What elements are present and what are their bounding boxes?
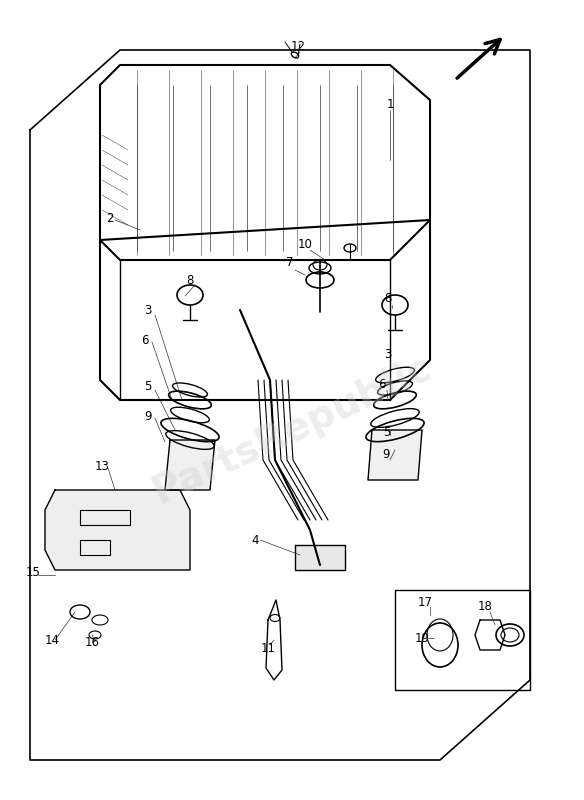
Polygon shape bbox=[165, 440, 215, 490]
Text: 6: 6 bbox=[141, 334, 149, 346]
Text: 4: 4 bbox=[251, 534, 259, 546]
Text: 12: 12 bbox=[290, 39, 305, 53]
Text: 5: 5 bbox=[144, 381, 152, 394]
Text: 9: 9 bbox=[144, 410, 152, 422]
Text: 16: 16 bbox=[85, 635, 99, 649]
Text: 13: 13 bbox=[95, 459, 109, 473]
Polygon shape bbox=[295, 545, 345, 570]
Text: 6: 6 bbox=[378, 378, 386, 391]
Text: 15: 15 bbox=[26, 566, 40, 578]
Text: 8: 8 bbox=[384, 291, 392, 305]
Text: 10: 10 bbox=[298, 238, 312, 250]
Text: 3: 3 bbox=[384, 349, 392, 362]
Text: PartsRepublic: PartsRepublic bbox=[147, 349, 437, 511]
Text: 3: 3 bbox=[144, 303, 152, 317]
Text: 9: 9 bbox=[383, 449, 390, 462]
Text: 2: 2 bbox=[106, 211, 114, 225]
Text: 14: 14 bbox=[44, 634, 60, 646]
Text: 11: 11 bbox=[260, 642, 276, 654]
Text: 18: 18 bbox=[478, 601, 492, 614]
Polygon shape bbox=[45, 490, 190, 570]
Text: 7: 7 bbox=[286, 255, 294, 269]
Text: 19: 19 bbox=[415, 631, 429, 645]
Polygon shape bbox=[368, 430, 422, 480]
Text: 5: 5 bbox=[383, 426, 391, 438]
Text: 1: 1 bbox=[386, 98, 394, 111]
Text: 17: 17 bbox=[418, 597, 433, 610]
Text: 8: 8 bbox=[186, 274, 194, 286]
